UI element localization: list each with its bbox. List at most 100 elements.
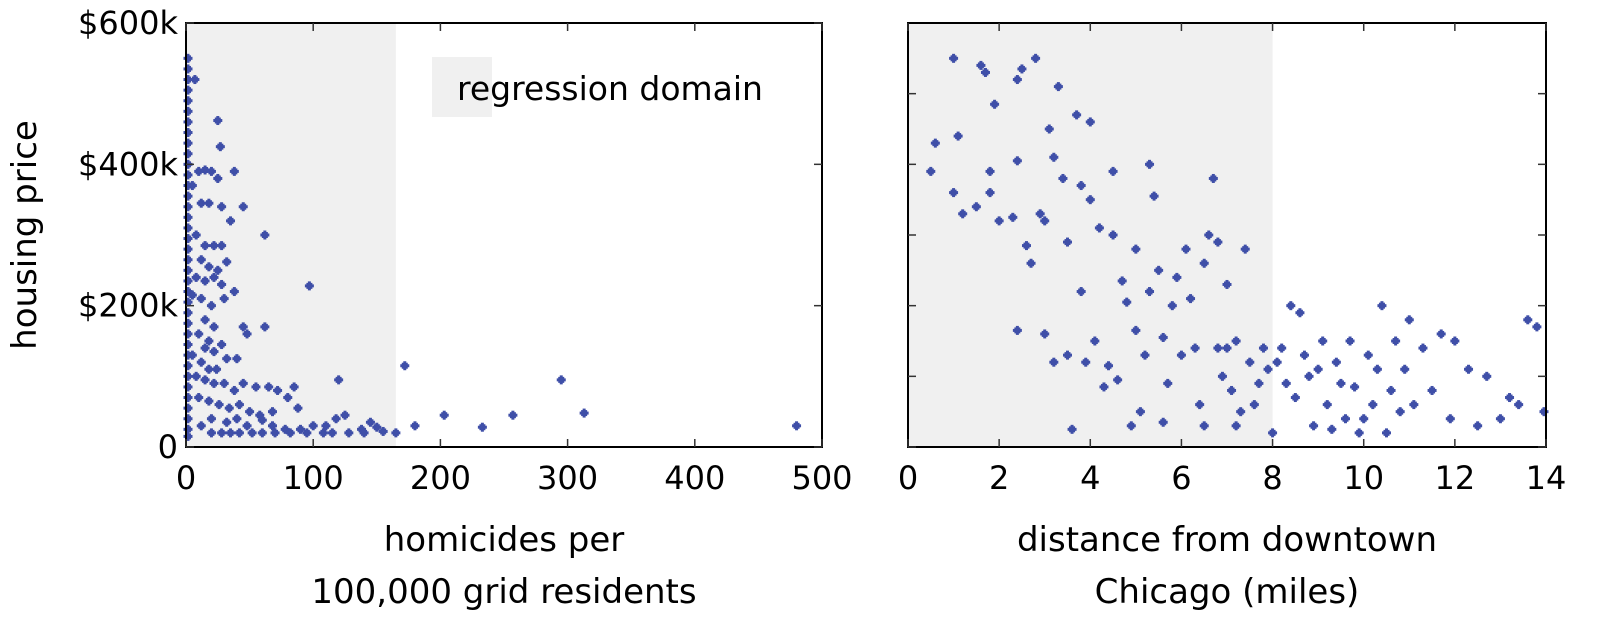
data-point [251,382,261,392]
x-tick-label: 500 [791,459,852,497]
data-point [196,198,206,208]
data-point [206,428,216,438]
data-point [1195,400,1205,410]
data-point [1049,357,1059,367]
x-tick-label: 4 [1080,459,1100,497]
data-point [1391,336,1401,346]
data-point [183,424,193,434]
data-point [1117,276,1127,286]
data-point [1085,195,1095,205]
data-point [206,414,216,424]
data-point [1167,301,1177,311]
data-point [194,166,204,176]
data-point [1372,364,1382,374]
plot-frame [185,22,823,448]
data-point [1181,244,1191,254]
data-point [183,53,193,63]
data-point [183,276,193,286]
data-point [219,378,229,388]
data-point [1304,371,1314,381]
data-point [1213,343,1223,353]
x-axis-label: 100,000 grid residents [311,572,696,612]
data-point [1113,375,1123,385]
data-point [302,428,312,438]
data-point [971,202,981,212]
data-point [1126,421,1136,431]
data-point [1208,173,1218,183]
data-point [183,308,193,318]
data-point [1345,336,1355,346]
data-point [196,357,206,367]
data-point [213,265,223,275]
data-point [1290,393,1300,403]
data-point [217,241,227,251]
x-axis-label: homicides per [384,520,625,560]
data-point [206,166,216,176]
data-point [191,272,201,282]
data-point [556,375,566,385]
data-point [391,428,401,438]
x-tick-label: 300 [537,459,598,497]
data-point [1154,265,1164,275]
data-point [1450,336,1460,346]
data-point [209,347,219,357]
data-point [200,241,210,251]
data-point [1094,223,1104,233]
data-point [1523,315,1533,325]
data-point [1067,424,1077,434]
data-point [217,340,227,350]
data-point [331,414,341,424]
data-point [579,408,589,418]
data-point [1286,301,1296,311]
data-point [1176,350,1186,360]
data-point [183,234,193,244]
data-point [183,244,193,254]
data-point [187,350,197,360]
data-point [209,322,219,332]
data-point [264,382,274,392]
data-point [1400,364,1410,374]
data-point [204,336,214,346]
data-point [183,403,193,413]
data-point [1199,258,1209,268]
data-point [1395,407,1405,417]
data-point [1418,343,1428,353]
data-point [1268,428,1278,438]
data-point [200,165,210,175]
data-point [183,128,193,138]
data-point [191,371,201,381]
data-point [1186,294,1196,304]
data-point [1131,325,1141,335]
x-tick-label: 0 [898,459,918,497]
data-point [1254,378,1264,388]
data-point [260,230,270,240]
data-point [217,428,227,438]
data-point [183,265,193,275]
data-point [293,403,303,413]
data-point [1368,400,1378,410]
data-point [400,361,410,371]
data-point [985,188,995,198]
data-point [1040,329,1050,339]
data-point [1464,364,1474,374]
data-point [187,181,197,191]
data-point [229,287,239,297]
data-point [183,223,193,233]
data-point [1231,336,1241,346]
data-point [1149,191,1159,201]
x-axis-label: Chicago (miles) [1095,572,1360,612]
regression-domain-shade [908,23,1273,447]
data-point [1063,237,1072,247]
data-point [183,149,193,159]
x-tick-label: 6 [1171,459,1191,497]
data-point [213,116,223,126]
data-point [1281,378,1291,388]
data-point [930,138,940,148]
data-point [285,428,295,438]
data-point [1539,407,1549,417]
data-point [226,216,236,226]
data-point [226,428,236,438]
data-point [1058,173,1068,183]
data-point [1044,124,1054,134]
data-point [1514,400,1524,410]
